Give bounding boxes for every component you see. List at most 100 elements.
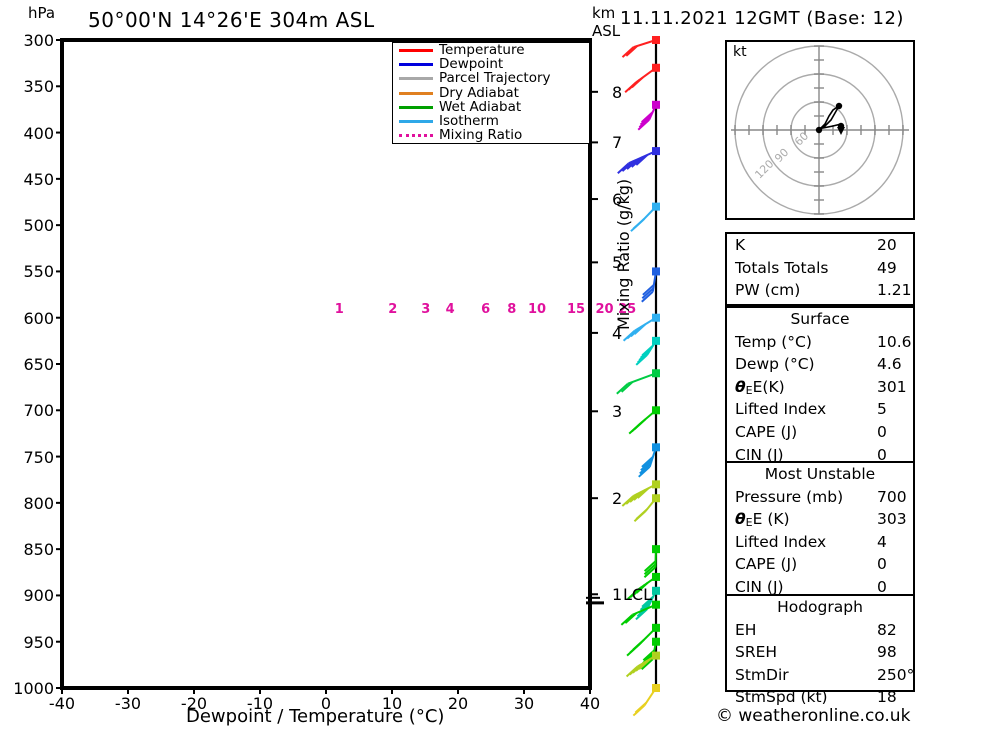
pressure-tick-label: 700	[23, 401, 54, 421]
temperature-tick-label: 20	[447, 694, 469, 713]
chart-legend: Temperature Dewpoint Parcel Trajectory Dry …	[392, 42, 590, 144]
legend-item: Mixing Ratio	[393, 128, 589, 142]
stat-row: CAPE (J) 0	[727, 421, 913, 444]
wind-barb	[621, 36, 660, 58]
panel-title-text: Hodograph	[777, 598, 863, 616]
mixing-ratio-value-label: 15	[566, 301, 586, 317]
stat-row: CIN (J) 0	[727, 444, 913, 467]
stat-value: 82	[877, 620, 897, 639]
stat-row: StmDir 250°	[727, 664, 914, 687]
stat-value: 301	[877, 377, 907, 396]
pressure-tick-label: 850	[23, 540, 54, 560]
pressure-axis-unit: hPa	[28, 4, 56, 22]
pressure-tick-label: 750	[23, 447, 54, 467]
temperature-tick-label: 30	[513, 694, 535, 713]
mixing-ratio-value-label: 4	[445, 301, 455, 317]
stat-value: 10.6	[877, 332, 912, 351]
mixing-ratio-value-label: 3	[421, 301, 431, 317]
copyright-notice: © weatheronline.co.uk	[716, 706, 911, 726]
stat-key: Temp (°C)	[735, 332, 812, 351]
height-tick-label: 4	[612, 323, 623, 343]
wind-barb	[635, 336, 660, 366]
storm-motion-marker	[837, 127, 845, 135]
pressure-tick-label: 600	[23, 308, 54, 328]
pressure-tick-label: 900	[23, 586, 54, 606]
stat-key: Lifted Index	[735, 532, 827, 551]
wind-barb	[630, 202, 660, 232]
stat-row: PW (cm) 1.21	[727, 279, 913, 302]
stat-value: 4.6	[877, 355, 902, 374]
stat-key: EH	[735, 620, 757, 639]
legend-label: Wet Adiabat	[439, 98, 522, 115]
stat-row: θEE (K) 303	[727, 508, 913, 531]
mixing-ratio-value-label: 1	[334, 301, 344, 317]
legend-swatch	[399, 63, 433, 67]
wind-barb	[624, 63, 660, 94]
legend-item: Temperature	[393, 43, 589, 57]
stat-key: θEE(K)	[735, 377, 785, 397]
temperature-tick-label: 0	[320, 694, 332, 713]
stat-key: Dewp (°C)	[735, 355, 815, 374]
stat-value: 20	[877, 236, 897, 254]
pressure-tick-label: 350	[23, 77, 54, 97]
stat-value: 98	[877, 643, 897, 662]
stat-row: Dewp (°C) 4.6	[727, 353, 913, 376]
wind-barb	[641, 267, 660, 303]
stat-key: StmSpd (kt)	[735, 688, 828, 707]
legend-swatch	[399, 49, 433, 52]
legend-item: Wet Adiabat	[393, 100, 589, 114]
panel-title: Surface	[727, 308, 913, 331]
legend-item: Isotherm	[393, 114, 589, 128]
legend-swatch	[399, 77, 433, 81]
stat-key: CIN (J)	[735, 577, 784, 596]
pressure-tick-label: 650	[23, 355, 54, 374]
panel-title-text: Most Unstable	[764, 465, 876, 483]
stat-value: 1.21	[877, 281, 912, 300]
pressure-tick-label: 300	[23, 31, 54, 50]
stat-row: EH 82	[727, 619, 913, 642]
stat-row: K 20	[727, 234, 913, 257]
stat-row: Lifted Index 5	[727, 398, 913, 421]
temperature-tick-label: -30	[114, 694, 142, 713]
hodograph-point	[835, 102, 843, 110]
pressure-tick-label: 550	[23, 262, 54, 282]
legend-label: Mixing Ratio	[439, 127, 523, 144]
mixing-ratio-value-label: 10	[528, 301, 547, 317]
legend-label: Temperature	[439, 42, 525, 58]
legend-swatch	[399, 134, 433, 138]
stat-row: θEE(K) 301	[727, 376, 913, 399]
legend-item: Parcel Trajectory	[393, 71, 589, 85]
wind-barb	[617, 147, 660, 174]
stat-value: 0	[877, 577, 887, 596]
stat-key: θEE (K)	[735, 510, 790, 530]
stat-row: CIN (J) 0	[727, 576, 913, 599]
stat-value: 303	[877, 510, 907, 529]
hodograph-unit-label: kt	[733, 44, 747, 60]
stat-key: SREH	[735, 643, 778, 662]
pressure-tick-label: 450	[23, 169, 54, 189]
legend-label: Parcel Trajectory	[439, 70, 551, 87]
mixing-ratio-value-label: 8	[507, 301, 517, 317]
hodograph-ring-label: 60	[792, 129, 811, 148]
wind-barb	[643, 545, 660, 579]
pressure-tick-label: 1000	[13, 679, 54, 698]
height-tick-label: 3	[612, 402, 623, 422]
legend-label: Dewpoint	[439, 56, 504, 73]
legend-swatch	[399, 119, 433, 123]
stat-key: K	[735, 236, 746, 254]
temperature-tick-label: 10	[381, 694, 403, 713]
pressure-tick-label: 400	[23, 123, 54, 143]
wind-barb	[637, 100, 660, 131]
wind-barb	[622, 313, 660, 342]
stat-value: 0	[877, 422, 887, 441]
mixing-ratio-value-label: 6	[481, 301, 491, 317]
wind-barb	[633, 494, 660, 523]
stat-key: StmDir	[735, 665, 789, 684]
stat-value: 700	[877, 487, 907, 506]
pressure-tick-label: 500	[23, 216, 54, 236]
wind-barb	[628, 406, 660, 435]
stat-row: Pressure (mb) 700	[727, 486, 913, 509]
dry-adiabat-line	[933, 40, 1000, 373]
wind-barb	[620, 600, 660, 626]
